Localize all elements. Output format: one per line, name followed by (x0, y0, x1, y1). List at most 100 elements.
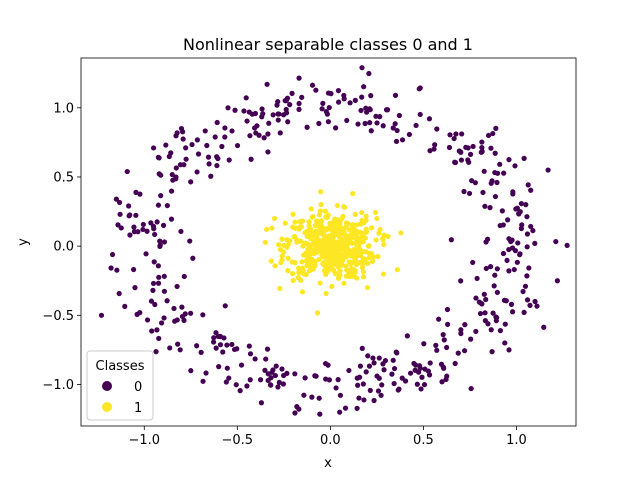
data-point-class-1 (357, 246, 363, 252)
data-point-class-0 (325, 362, 331, 368)
data-point-class-0 (98, 312, 105, 318)
data-point-class-0 (367, 120, 373, 126)
data-point-class-0 (421, 341, 427, 347)
data-point-class-0 (174, 130, 180, 136)
data-point-class-0 (277, 130, 283, 136)
data-point-class-0 (109, 251, 116, 258)
data-point-class-0 (479, 148, 485, 155)
data-point-class-1 (323, 214, 329, 220)
data-point-class-1 (316, 238, 322, 244)
data-point-class-0 (335, 377, 341, 383)
data-point-class-0 (473, 295, 479, 301)
data-point-class-1 (375, 253, 381, 260)
data-point-class-0 (553, 238, 559, 245)
data-point-class-0 (520, 288, 526, 295)
data-point-class-0 (246, 343, 252, 349)
data-point-class-1 (340, 257, 346, 264)
data-point-class-0 (124, 168, 130, 175)
data-point-class-1 (299, 259, 305, 265)
data-point-class-0 (489, 349, 495, 355)
data-point-class-1 (332, 216, 338, 222)
data-point-class-0 (363, 369, 369, 375)
data-point-class-0 (265, 371, 271, 377)
data-point-class-0 (488, 180, 494, 186)
data-point-class-0 (137, 310, 143, 316)
data-point-class-0 (222, 134, 228, 140)
data-point-class-0 (268, 375, 274, 381)
data-point-class-1 (357, 229, 363, 235)
data-point-class-0 (399, 137, 406, 143)
data-point-class-0 (214, 119, 220, 126)
data-point-class-0 (458, 327, 464, 333)
data-point-class-0 (374, 120, 380, 126)
data-point-class-0 (494, 179, 500, 186)
data-point-class-0 (468, 336, 474, 342)
data-point-class-1 (312, 258, 318, 264)
data-point-class-0 (248, 156, 254, 162)
data-point-class-0 (302, 375, 308, 381)
data-point-class-1 (292, 219, 298, 225)
data-point-class-1 (337, 232, 343, 238)
data-point-class-0 (506, 157, 512, 163)
data-point-class-0 (438, 361, 445, 367)
x-tick-label: 0.5 (413, 433, 434, 448)
data-point-class-0 (117, 211, 123, 217)
data-point-class-0 (366, 363, 373, 369)
data-point-class-0 (392, 121, 398, 127)
data-point-class-0 (519, 222, 525, 228)
data-point-class-0 (194, 169, 200, 175)
data-point-class-0 (363, 105, 369, 111)
data-point-class-0 (296, 106, 302, 112)
data-point-class-0 (341, 96, 347, 102)
data-point-class-1 (268, 258, 274, 264)
data-point-class-0 (352, 97, 358, 103)
data-point-class-0 (396, 112, 402, 119)
data-point-class-0 (361, 397, 367, 403)
data-point-class-0 (116, 290, 122, 297)
data-point-class-1 (317, 280, 323, 286)
data-point-class-1 (369, 225, 375, 231)
data-point-class-1 (385, 233, 391, 240)
data-point-class-1 (323, 253, 329, 259)
data-point-class-0 (391, 365, 398, 372)
legend: Classes 0 1 (86, 350, 154, 421)
data-point-class-1 (290, 211, 296, 217)
data-point-class-0 (247, 133, 253, 139)
data-point-class-0 (272, 372, 278, 379)
data-point-class-0 (285, 119, 291, 125)
data-point-class-0 (431, 146, 437, 152)
data-point-class-0 (144, 317, 151, 323)
data-point-class-0 (465, 157, 471, 163)
data-point-class-0 (482, 203, 488, 209)
data-point-class-0 (284, 95, 291, 101)
data-point-class-1 (299, 218, 306, 224)
data-point-class-0 (131, 224, 137, 230)
data-point-class-0 (451, 135, 457, 142)
data-point-class-0 (455, 350, 461, 356)
data-point-class-1 (296, 226, 302, 232)
data-point-class-0 (189, 141, 195, 148)
data-point-class-0 (367, 107, 373, 113)
data-point-class-1 (323, 290, 329, 297)
data-point-class-0 (402, 378, 409, 384)
data-point-class-1 (346, 269, 352, 276)
data-point-class-1 (314, 245, 320, 251)
data-point-class-1 (329, 283, 335, 289)
data-point-class-0 (541, 324, 547, 330)
data-point-class-0 (381, 367, 387, 373)
data-point-class-0 (143, 251, 149, 257)
data-point-class-0 (118, 225, 124, 231)
data-point-class-0 (326, 104, 332, 111)
data-point-class-0 (421, 382, 428, 388)
data-point-class-1 (314, 310, 321, 316)
data-point-class-0 (530, 227, 536, 234)
data-point-class-0 (371, 360, 377, 366)
data-point-class-0 (525, 182, 531, 188)
data-point-class-0 (144, 228, 150, 234)
data-point-class-0 (292, 371, 298, 377)
data-point-class-0 (477, 310, 484, 317)
data-point-class-1 (346, 239, 352, 246)
data-point-class-0 (299, 94, 305, 100)
data-point-class-1 (285, 255, 291, 261)
data-point-class-0 (355, 382, 361, 388)
